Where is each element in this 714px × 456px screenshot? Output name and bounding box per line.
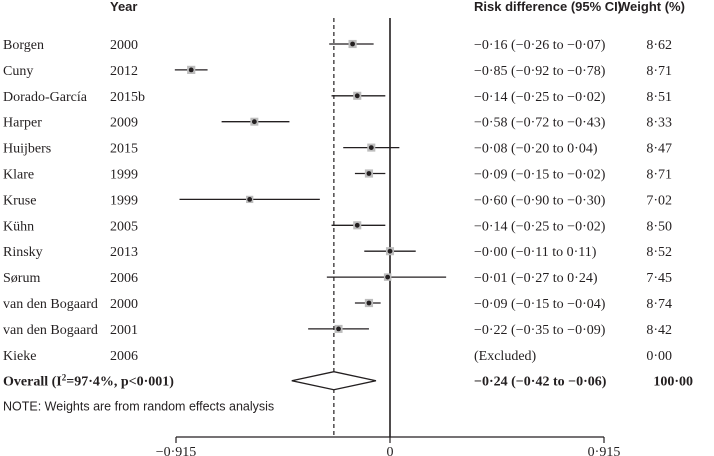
study-year: 1999 — [110, 168, 138, 183]
study-ci-text: −0·14 (−0·25 to −0·02) — [474, 219, 606, 234]
study-ci-text: −0·09 (−0·15 to −0·02) — [474, 168, 606, 183]
study-ci-text: −0·01 (−0·27 to 0·24) — [474, 271, 598, 286]
study-weight: 8·52 — [646, 245, 672, 260]
study-weight: 8·42 — [646, 323, 672, 338]
overall-label: Overall (I2=97·4%, p<0·001) — [3, 373, 174, 390]
study-ci-text: −0·22 (−0·35 to −0·09) — [474, 323, 606, 338]
study-weight: 8·74 — [646, 297, 672, 312]
study-weight: 7·45 — [646, 271, 672, 286]
study-row: Klare 1999 −0·09 (−0·15 to −0·02) 8·71 — [3, 168, 672, 183]
study-point — [188, 67, 194, 73]
study-rows: Borgen 2000 −0·16 (−0·26 to −0·07) 8·62 Cuny… — [3, 38, 672, 364]
study-year: 2000 — [110, 297, 138, 312]
study-ci-text: −0·60 (−0·90 to −0·30) — [474, 193, 606, 208]
study-weight: 8·51 — [646, 90, 672, 105]
study-row: Kieke 2006 (Excluded) 0·00 — [3, 349, 672, 364]
overall-label-superscript: 2 — [62, 373, 67, 383]
study-row: Sørum 2006 −0·01 (−0·27 to 0·24) 7·45 — [3, 271, 672, 286]
study-year: 2005 — [110, 219, 138, 234]
study-ci-text: −0·16 (−0·26 to −0·07) — [474, 38, 606, 53]
header-risk-difference: Risk difference (95% CI) — [474, 0, 622, 14]
study-row: Kruse 1999 −0·60 (−0·90 to −0·30) 7·02 — [3, 193, 672, 208]
study-point — [366, 171, 372, 176]
study-row: Dorado-García 2015b −0·14 (−0·25 to −0·02)… — [3, 90, 672, 105]
study-point — [350, 41, 355, 47]
study-name: Dorado-García — [3, 90, 88, 105]
study-name: Kieke — [3, 349, 36, 364]
study-point — [336, 326, 341, 332]
study-weight: 8·47 — [646, 142, 672, 157]
study-weight: 8·62 — [646, 38, 672, 53]
overall-weight: 100·00 — [653, 375, 693, 390]
study-row: Cuny 2012 −0·85 (−0·92 to −0·78) 8·71 — [3, 64, 672, 79]
study-year: 2015 — [110, 142, 138, 157]
study-point — [368, 145, 374, 151]
study-year: 2009 — [110, 116, 138, 131]
header-weight: Weight (%) — [618, 0, 685, 14]
x-axis-tick-label: 0·915 — [588, 445, 621, 456]
study-name: Cuny — [3, 64, 33, 79]
overall-ci-text: −0·24 (−0·42 to −0·06) — [474, 375, 607, 390]
study-ci-text: (Excluded) — [474, 349, 537, 364]
study-name: Borgen — [3, 38, 44, 53]
study-name: Huijbers — [3, 142, 51, 157]
study-year: 2001 — [110, 323, 138, 338]
study-weight: 0·00 — [646, 349, 672, 364]
reference-lines — [333, 18, 391, 437]
study-year: 2013 — [110, 245, 138, 260]
study-row: Kühn 2005 −0·14 (−0·25 to −0·02) 8·50 — [3, 219, 672, 234]
overall-row: Overall (I2=97·4%, p<0·001) −0·24 (−0·42 … — [3, 371, 693, 414]
study-name: Kühn — [3, 219, 34, 234]
study-row: Harper 2009 −0·58 (−0·72 to −0·43) 8·33 — [3, 116, 672, 131]
study-ci-text: −0·85 (−0·92 to −0·78) — [474, 64, 606, 79]
study-row: van den Bogaard 2000 −0·09 (−0·15 to −0·04… — [3, 297, 672, 312]
study-year: 1999 — [110, 193, 138, 208]
study-ci-text: −0·14 (−0·25 to −0·02) — [474, 90, 606, 105]
column-headers: Year Risk difference (95% CI)Weight (%) — [110, 0, 685, 14]
footnote: NOTE: Weights are from random effects an… — [3, 400, 274, 414]
study-ci-text: −0·58 (−0·72 to −0·43) — [474, 116, 606, 131]
study-ci-text: −0·00 (−0·11 to 0·11) — [474, 245, 597, 260]
study-weight: 8·50 — [646, 219, 672, 234]
study-point — [366, 300, 372, 306]
overall-label-prefix: Overall (I — [3, 375, 62, 390]
study-name: Harper — [3, 116, 42, 131]
study-year: 2012 — [110, 64, 138, 79]
study-row: van den Bogaard 2001 −0·22 (−0·35 to −0·09… — [3, 323, 672, 338]
study-name: van den Bogaard — [3, 323, 98, 338]
study-weight: 8·71 — [646, 168, 672, 183]
study-weight: 8·33 — [646, 116, 672, 131]
study-name: Kruse — [3, 193, 36, 208]
x-axis: −0·915 0 0·915 — [156, 436, 621, 456]
study-year: 2015b — [110, 90, 145, 105]
study-ci-text: −0·08 (−0·20 to 0·04) — [474, 142, 598, 157]
study-point — [354, 93, 360, 99]
study-year: 2006 — [110, 271, 138, 286]
x-axis-tick-label: 0 — [387, 445, 394, 456]
study-row: Rinsky 2013 −0·00 (−0·11 to 0·11) 8·52 — [3, 245, 672, 260]
study-point — [247, 197, 253, 202]
study-weight: 8·71 — [646, 64, 672, 79]
overall-diamond — [291, 371, 377, 391]
study-year: 2006 — [110, 349, 138, 364]
x-axis-tick-label: −0·915 — [156, 445, 197, 456]
study-row: Huijbers 2015 −0·08 (−0·20 to 0·04) 8·47 — [3, 142, 672, 157]
study-point — [251, 119, 257, 125]
study-point — [385, 274, 391, 280]
study-name: Rinsky — [3, 245, 43, 260]
study-point — [387, 248, 393, 254]
overall-label-suffix: =97·4%, p<0·001) — [66, 375, 174, 390]
header-year: Year — [110, 0, 137, 14]
study-weight: 7·02 — [646, 193, 672, 208]
study-point — [354, 222, 360, 228]
study-ci-text: −0·09 (−0·15 to −0·04) — [474, 297, 606, 312]
study-name: Sørum — [3, 271, 40, 286]
study-name: Klare — [3, 168, 34, 183]
study-name: van den Bogaard — [3, 297, 98, 312]
study-year: 2000 — [110, 38, 138, 53]
study-row: Borgen 2000 −0·16 (−0·26 to −0·07) 8·62 — [3, 38, 672, 53]
